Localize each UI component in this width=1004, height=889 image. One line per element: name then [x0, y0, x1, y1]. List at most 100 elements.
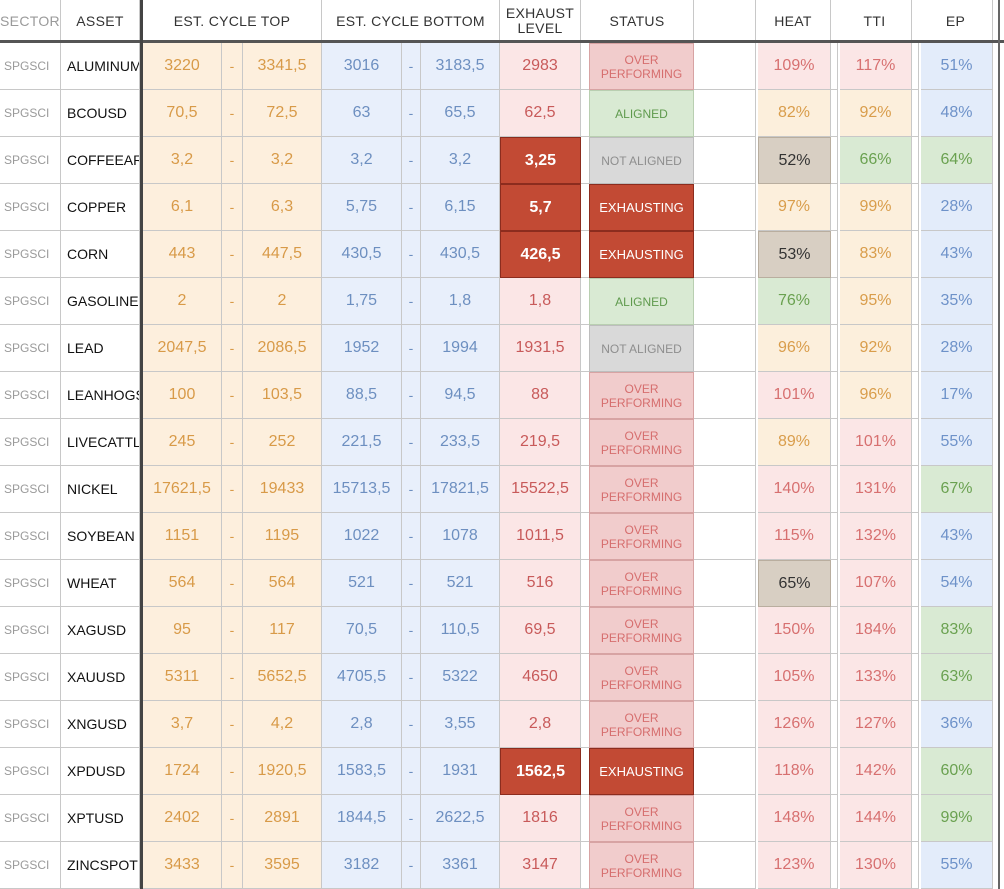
blank-cell — [694, 466, 756, 513]
header-tti: TTI — [838, 0, 912, 42]
asset-cell: COFFEEAR — [61, 137, 140, 184]
cycle-bottom-high-cell: 3183,5 — [421, 43, 500, 90]
status-gutter — [581, 419, 589, 466]
cycle-top-high-cell: 4,2 — [243, 701, 322, 748]
status-badge: OVER PERFORMING — [589, 466, 694, 513]
header-cycle-bottom: EST. CYCLE BOTTOM — [322, 0, 500, 42]
header-cycle-top: EST. CYCLE TOP — [143, 0, 322, 42]
cycle-bottom-high-cell: 1994 — [421, 325, 500, 372]
exhaust-level-cell: 15522,5 — [500, 466, 581, 513]
sector-cell: SPGSCI — [0, 184, 61, 231]
cycle-bottom-dash: - — [402, 560, 421, 607]
cycle-top-low-cell: 3,7 — [143, 701, 222, 748]
ep-cell: 36% — [921, 701, 993, 748]
header-exhaust-line2: LEVEL — [517, 20, 563, 36]
spacer-cell — [831, 560, 838, 607]
blank-cell — [694, 137, 756, 184]
cycle-top-low-cell: 100 — [143, 372, 222, 419]
spacer-cell — [831, 325, 838, 372]
cycle-top-low-cell: 2047,5 — [143, 325, 222, 372]
status-badge: NOT ALIGNED — [589, 325, 694, 372]
status-gutter — [581, 654, 589, 701]
cycle-bottom-low-cell: 70,5 — [322, 607, 402, 654]
spacer-cell — [912, 466, 919, 513]
spacer-cell — [831, 513, 838, 560]
cycle-bottom-dash: - — [402, 325, 421, 372]
ep-cell: 63% — [921, 654, 993, 701]
cycle-bottom-high-cell: 5322 — [421, 654, 500, 701]
exhaust-level-cell: 426,5 — [500, 231, 581, 278]
sector-cell: SPGSCI — [0, 90, 61, 137]
cycle-top-low-cell: 5311 — [143, 654, 222, 701]
cycle-top-high-cell: 447,5 — [243, 231, 322, 278]
status-badge: OVER PERFORMING — [589, 654, 694, 701]
exhaust-level-cell: 2983 — [500, 43, 581, 90]
status-badge: NOT ALIGNED — [589, 137, 694, 184]
header-sector: SECTOR — [0, 0, 61, 42]
sector-cell: SPGSCI — [0, 231, 61, 278]
cycle-bottom-low-cell: 221,5 — [322, 419, 402, 466]
status-badge: EXHAUSTING — [589, 748, 694, 795]
ep-cell: 17% — [921, 372, 993, 419]
spacer-cell — [912, 842, 919, 889]
status-badge: OVER PERFORMING — [589, 43, 694, 90]
cycle-bottom-high-cell: 94,5 — [421, 372, 500, 419]
tti-cell: 92% — [840, 90, 912, 137]
heat-cell: 123% — [758, 842, 831, 889]
status-badge: OVER PERFORMING — [589, 513, 694, 560]
tti-cell: 92% — [840, 325, 912, 372]
sector-cell: SPGSCI — [0, 654, 61, 701]
status-badge: OVER PERFORMING — [589, 419, 694, 466]
spacer-cell — [912, 748, 919, 795]
asset-cell: LEANHOGS — [61, 372, 140, 419]
blank-cell — [694, 795, 756, 842]
sector-cell: SPGSCI — [0, 513, 61, 560]
ep-cell: 55% — [921, 419, 993, 466]
heat-cell: 89% — [758, 419, 831, 466]
spacer-cell — [831, 90, 838, 137]
cycle-top-low-cell: 564 — [143, 560, 222, 607]
cycle-top-dash: - — [222, 748, 243, 795]
status-badge: OVER PERFORMING — [589, 372, 694, 419]
exhaust-level-cell: 516 — [500, 560, 581, 607]
status-gutter — [581, 231, 589, 278]
heat-cell: 148% — [758, 795, 831, 842]
asset-cell: CORN — [61, 231, 140, 278]
heat-cell: 52% — [758, 137, 831, 184]
spacer-cell — [912, 654, 919, 701]
heat-cell: 65% — [758, 560, 831, 607]
exhaust-level-cell: 3147 — [500, 842, 581, 889]
heat-cell: 109% — [758, 43, 831, 90]
cycle-bottom-low-cell: 5,75 — [322, 184, 402, 231]
sector-cell: SPGSCI — [0, 466, 61, 513]
cycle-top-high-cell: 6,3 — [243, 184, 322, 231]
ep-cell: 28% — [921, 184, 993, 231]
cycle-top-high-cell: 252 — [243, 419, 322, 466]
spacer-cell — [831, 43, 838, 90]
blank-cell — [694, 278, 756, 325]
cycle-top-dash: - — [222, 419, 243, 466]
status-gutter — [581, 795, 589, 842]
cycle-top-dash: - — [222, 795, 243, 842]
cycle-bottom-high-cell: 110,5 — [421, 607, 500, 654]
cycle-top-low-cell: 2402 — [143, 795, 222, 842]
exhaust-level-cell: 1931,5 — [500, 325, 581, 372]
ep-cell: 67% — [921, 466, 993, 513]
sector-cell: SPGSCI — [0, 701, 61, 748]
tti-cell: 117% — [840, 43, 912, 90]
spacer-cell — [831, 748, 838, 795]
spacer-cell — [912, 607, 919, 654]
blank-cell — [694, 231, 756, 278]
cycle-top-dash: - — [222, 513, 243, 560]
tti-cell: 131% — [840, 466, 912, 513]
ep-cell: 54% — [921, 560, 993, 607]
column-divider-right — [998, 0, 1000, 889]
cycle-top-low-cell: 95 — [143, 607, 222, 654]
cycle-bottom-high-cell: 2622,5 — [421, 795, 500, 842]
cycle-bottom-dash: - — [402, 278, 421, 325]
cycle-bottom-low-cell: 1,75 — [322, 278, 402, 325]
cycle-bottom-dash: - — [402, 795, 421, 842]
ep-cell: 48% — [921, 90, 993, 137]
blank-cell — [694, 701, 756, 748]
header-asset: ASSET — [61, 0, 140, 42]
